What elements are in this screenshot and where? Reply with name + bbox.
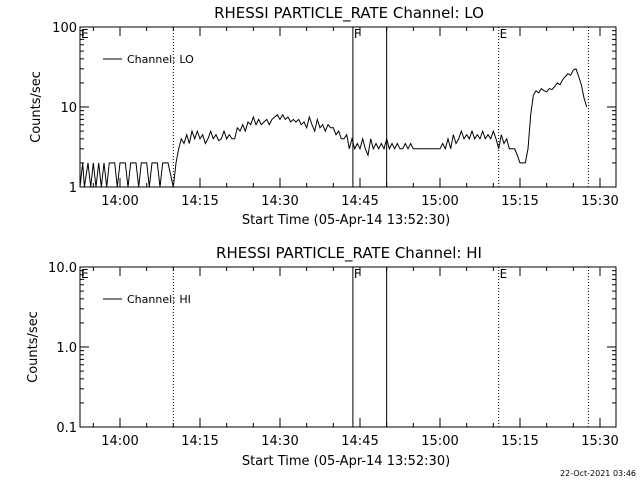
y-tick-label: 1.0 <box>56 341 77 356</box>
y-tick-label: 100 <box>52 21 77 36</box>
chart-title-lo: RHESSI PARTICLE_RATE Channel: LO <box>214 4 484 23</box>
x-axis-label-lo: Start Time (05-Apr-14 13:52:30) <box>242 213 450 228</box>
series-line-lo <box>79 68 588 188</box>
y-tick-label: 10.0 <box>48 261 77 276</box>
y-axis-label-hi: Counts/sec <box>26 311 41 383</box>
panel-hi: RHESSI PARTICLE_RATE Channel: HI E F E 14:… <box>26 244 619 469</box>
x-tick-label: 14:30 <box>261 434 298 449</box>
panel-lo: RHESSI PARTICLE_RATE Channel: LO E F E 14:… <box>29 4 619 228</box>
x-tick-label: 15:15 <box>501 194 538 209</box>
x-tick-label: 15:30 <box>581 434 618 449</box>
legend-hi: Channel: HI <box>103 293 191 306</box>
y-tick-label: 0.1 <box>56 421 77 436</box>
legend-lo: Channel: LO <box>103 53 194 66</box>
x-tick-label: 14:00 <box>101 194 138 209</box>
y-axis-ticks-lo: 1 10 100 <box>52 21 616 196</box>
legend-label-hi: Channel: HI <box>127 293 191 306</box>
x-axis-ticks-hi: 14:00 14:15 14:30 14:45 15:00 15:15 15:30 <box>92 267 619 449</box>
footer-timestamp: 22-Oct-2021 03:46 <box>560 469 636 478</box>
series-lo <box>79 68 588 188</box>
y-tick-label: 1 <box>69 181 77 196</box>
y-axis-label-lo: Counts/sec <box>29 71 44 143</box>
x-axis-label-hi: Start Time (05-Apr-14 13:52:30) <box>242 454 450 469</box>
x-tick-label: 14:45 <box>341 434 378 449</box>
x-tick-label: 15:00 <box>421 194 458 209</box>
event-marker-label: E <box>81 27 89 41</box>
y-tick-label: 10 <box>60 101 77 116</box>
x-tick-label: 15:00 <box>421 434 458 449</box>
x-tick-label: 15:15 <box>501 434 538 449</box>
x-tick-label: 14:45 <box>341 194 378 209</box>
event-marker-label: F <box>354 27 361 41</box>
plot-frame-lo <box>79 26 617 188</box>
x-tick-label: 14:15 <box>181 434 218 449</box>
event-marker-label: E <box>500 27 508 41</box>
x-tick-label: 15:30 <box>581 194 618 209</box>
y-axis-ticks-hi: 0.1 1.0 10.0 <box>48 261 616 436</box>
event-marker-label: E <box>81 267 89 281</box>
plot-frame-hi <box>79 266 617 428</box>
legend-label-lo: Channel: LO <box>127 53 194 66</box>
x-axis-ticks-lo: 14:00 14:15 14:30 14:45 15:00 15:15 15:30 <box>92 27 619 209</box>
x-tick-label: 14:30 <box>261 194 298 209</box>
x-tick-label: 14:00 <box>101 434 138 449</box>
x-tick-label: 14:15 <box>181 194 218 209</box>
event-marker-label: E <box>500 267 508 281</box>
chart-title-hi: RHESSI PARTICLE_RATE Channel: HI <box>216 244 482 263</box>
event-marker-label: F <box>354 267 361 281</box>
